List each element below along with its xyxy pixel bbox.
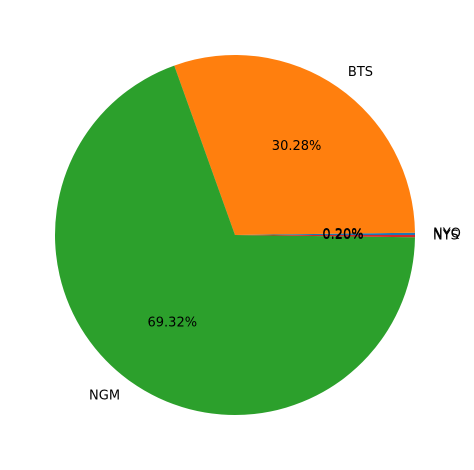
slice-label-bts: BTS: [348, 65, 373, 80]
slice-label-nys: NYS: [433, 229, 459, 244]
slice-percent-ngm: 69.32%: [148, 315, 198, 330]
slice-percent-nyq: 0.20%: [322, 227, 363, 242]
pie-slice-bts: [174, 54, 415, 235]
pie-slice-ngm: [55, 65, 415, 416]
slice-percent-bts: 30.28%: [272, 139, 322, 154]
pie-slice-nys: [235, 235, 415, 238]
pie-slice-nyq: [235, 232, 415, 235]
pie-slices: [55, 54, 415, 416]
slice-label-nyq: NYQ: [433, 226, 461, 241]
slice-percent-nys: 0.20%: [322, 228, 363, 243]
slice-label-ngm: NGM: [89, 389, 120, 404]
